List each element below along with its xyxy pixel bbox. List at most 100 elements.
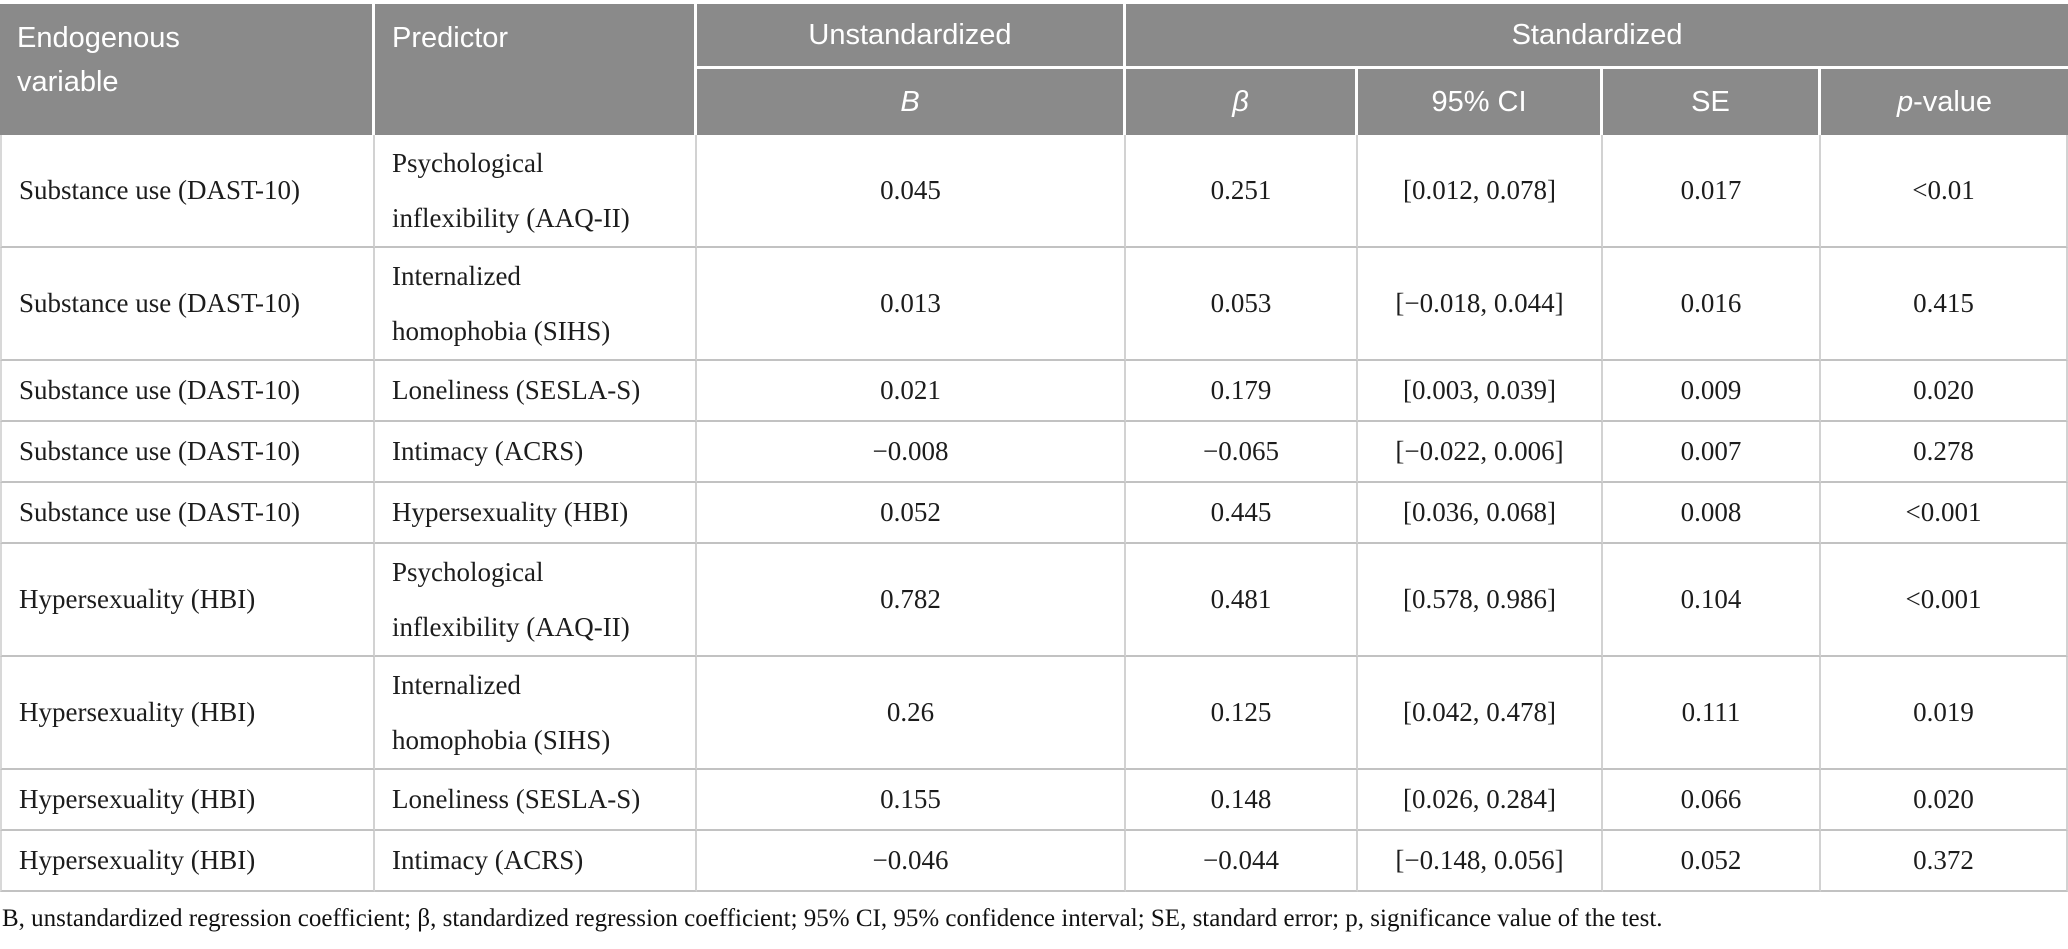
cell-endogenous: Hypersexuality (HBI) xyxy=(0,657,375,770)
cell-p: 0.019 xyxy=(1821,657,2068,770)
header-group-row: Endogenous variable Predictor Unstandard… xyxy=(0,4,2068,135)
predictor-line1: Internalized xyxy=(392,669,521,700)
header-sub-row: B β 95% CI SE p-value xyxy=(0,69,2068,135)
predictor-line1: Internalized xyxy=(392,260,521,291)
cell-B: 0.26 xyxy=(697,657,1126,770)
cell-beta: 0.251 xyxy=(1126,135,1358,248)
cell-B: 0.021 xyxy=(697,361,1126,422)
cell-predictor: Loneliness (SESLA-S) xyxy=(375,770,697,831)
table-row: Hypersexuality (HBI) Psychological infle… xyxy=(0,544,2068,657)
cell-endogenous: Hypersexuality (HBI) xyxy=(0,544,375,657)
predictor-line1: Loneliness (SESLA-S) xyxy=(392,375,641,405)
table-row: Substance use (DAST-10) Loneliness (SESL… xyxy=(0,361,2068,422)
cell-ci: [−0.018, 0.044] xyxy=(1358,248,1603,361)
cell-endogenous: Hypersexuality (HBI) xyxy=(0,831,375,892)
cell-p: 0.278 xyxy=(1821,422,2068,483)
header-predictor: Predictor xyxy=(375,4,697,135)
header-predictor-label: Predictor xyxy=(392,22,509,54)
table-row: Hypersexuality (HBI) Loneliness (SESLA-S… xyxy=(0,770,2068,831)
table-row: Substance use (DAST-10) Psychological in… xyxy=(0,135,2068,248)
cell-ci: [−0.022, 0.006] xyxy=(1358,422,1603,483)
predictor-line2: homophobia (SIHS) xyxy=(392,315,611,346)
cell-p: 0.372 xyxy=(1821,831,2068,892)
cell-ci: [0.026, 0.284] xyxy=(1358,770,1603,831)
cell-B: 0.782 xyxy=(697,544,1126,657)
predictor-line1: Loneliness (SESLA-S) xyxy=(392,784,641,814)
cell-beta: 0.053 xyxy=(1126,248,1358,361)
header-col-pvalue: p-value xyxy=(1821,69,2068,135)
cell-beta: 0.179 xyxy=(1126,361,1358,422)
cell-predictor: Psychological inflexibility (AAQ-II) xyxy=(375,544,697,657)
predictor-line1: Psychological xyxy=(392,556,544,587)
cell-endogenous: Substance use (DAST-10) xyxy=(0,135,375,248)
predictor-line1: Intimacy (ACRS) xyxy=(392,845,584,875)
cell-ci: [0.012, 0.078] xyxy=(1358,135,1603,248)
cell-p: 0.415 xyxy=(1821,248,2068,361)
predictor-line1: Hypersexuality (HBI) xyxy=(392,497,629,527)
cell-ci: [0.578, 0.986] xyxy=(1358,544,1603,657)
cell-beta: 0.125 xyxy=(1126,657,1358,770)
table-header: Endogenous variable Predictor Unstandard… xyxy=(0,4,2068,135)
header-col-se: SE xyxy=(1603,69,1821,135)
predictor-line2: inflexibility (AAQ-II) xyxy=(392,611,630,642)
cell-se: 0.066 xyxy=(1603,770,1821,831)
table-footnote: B, unstandardized regression coefficient… xyxy=(2,905,1663,932)
cell-p: <0.001 xyxy=(1821,483,2068,544)
cell-ci: [−0.148, 0.056] xyxy=(1358,831,1603,892)
cell-se: 0.017 xyxy=(1603,135,1821,248)
cell-se: 0.009 xyxy=(1603,361,1821,422)
table-row: Substance use (DAST-10) Intimacy (ACRS) … xyxy=(0,422,2068,483)
table-row: Substance use (DAST-10) Hypersexuality (… xyxy=(0,483,2068,544)
cell-predictor: Intimacy (ACRS) xyxy=(375,422,697,483)
cell-B: 0.052 xyxy=(697,483,1126,544)
header-endogenous-line1: Endogenous xyxy=(17,22,180,54)
cell-p: <0.001 xyxy=(1821,544,2068,657)
table-row: Hypersexuality (HBI) Internalized homoph… xyxy=(0,657,2068,770)
table-body: Substance use (DAST-10) Psychological in… xyxy=(0,135,2068,892)
cell-se: 0.104 xyxy=(1603,544,1821,657)
cell-beta: −0.044 xyxy=(1126,831,1358,892)
header-group-standardized: Standardized xyxy=(1126,4,2068,69)
header-endogenous-line2: variable xyxy=(17,66,119,98)
regression-table: Endogenous variable Predictor Unstandard… xyxy=(0,4,2068,892)
cell-B: 0.045 xyxy=(697,135,1126,248)
cell-se: 0.052 xyxy=(1603,831,1821,892)
cell-endogenous: Substance use (DAST-10) xyxy=(0,483,375,544)
cell-beta: 0.148 xyxy=(1126,770,1358,831)
cell-predictor: Internalized homophobia (SIHS) xyxy=(375,657,697,770)
header-pvalue-p: p xyxy=(1896,85,1914,118)
header-group-unstandardized: Unstandardized xyxy=(697,4,1126,69)
cell-B: 0.013 xyxy=(697,248,1126,361)
predictor-line2: inflexibility (AAQ-II) xyxy=(392,202,630,233)
cell-p: 0.020 xyxy=(1821,770,2068,831)
header-col-95ci: 95% CI xyxy=(1358,69,1603,135)
table-row: Substance use (DAST-10) Internalized hom… xyxy=(0,248,2068,361)
cell-predictor: Psychological inflexibility (AAQ-II) xyxy=(375,135,697,248)
cell-endogenous: Substance use (DAST-10) xyxy=(0,422,375,483)
cell-se: 0.007 xyxy=(1603,422,1821,483)
cell-se: 0.111 xyxy=(1603,657,1821,770)
predictor-line1: Intimacy (ACRS) xyxy=(392,436,584,466)
cell-endogenous: Hypersexuality (HBI) xyxy=(0,770,375,831)
cell-ci: [0.003, 0.039] xyxy=(1358,361,1603,422)
cell-se: 0.008 xyxy=(1603,483,1821,544)
cell-beta: 0.445 xyxy=(1126,483,1358,544)
cell-predictor: Intimacy (ACRS) xyxy=(375,831,697,892)
header-pvalue-rest: -value xyxy=(1913,85,1993,118)
predictor-line1: Psychological xyxy=(392,147,544,178)
header-endogenous-variable: Endogenous variable xyxy=(0,4,375,135)
cell-ci: [0.042, 0.478] xyxy=(1358,657,1603,770)
cell-endogenous: Substance use (DAST-10) xyxy=(0,248,375,361)
cell-predictor: Hypersexuality (HBI) xyxy=(375,483,697,544)
cell-predictor: Internalized homophobia (SIHS) xyxy=(375,248,697,361)
cell-B: 0.155 xyxy=(697,770,1126,831)
predictor-line2: homophobia (SIHS) xyxy=(392,724,611,755)
cell-se: 0.016 xyxy=(1603,248,1821,361)
cell-p: <0.01 xyxy=(1821,135,2068,248)
cell-beta: 0.481 xyxy=(1126,544,1358,657)
header-col-B: B xyxy=(697,69,1126,135)
cell-B: −0.046 xyxy=(697,831,1126,892)
cell-p: 0.020 xyxy=(1821,361,2068,422)
table-row: Hypersexuality (HBI) Intimacy (ACRS) −0.… xyxy=(0,831,2068,892)
